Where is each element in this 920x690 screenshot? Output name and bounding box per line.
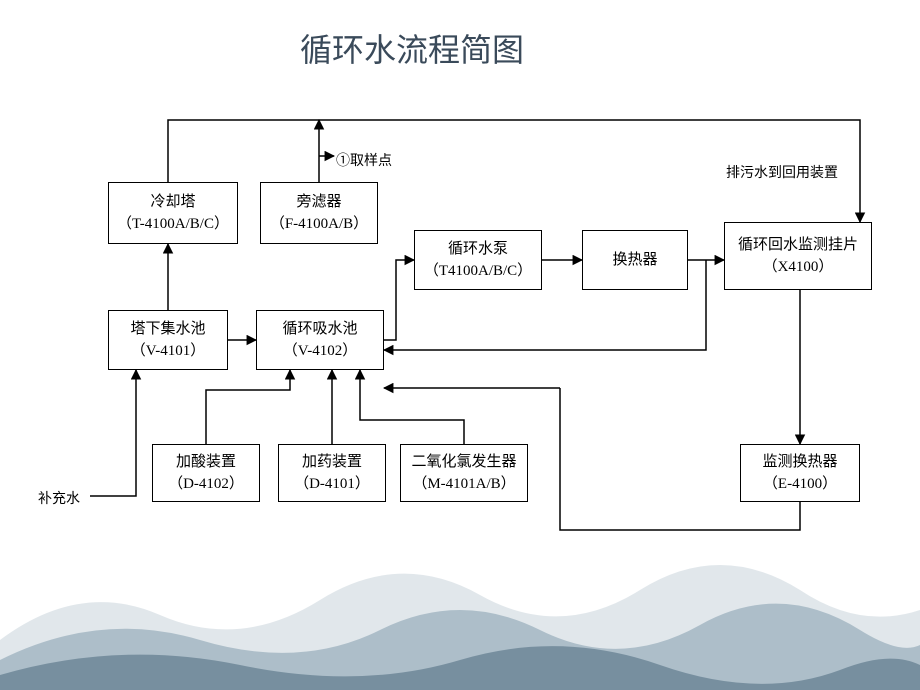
- node-sub: （E-4100）: [763, 473, 837, 496]
- node-sub: （T-4100A/B/C）: [117, 213, 229, 236]
- node-side-filter: 旁滤器 （F-4100A/B）: [260, 182, 378, 244]
- node-label: 加药装置: [302, 451, 362, 474]
- node-label: 塔下集水池: [130, 318, 205, 341]
- node-label: 换热器: [612, 249, 657, 272]
- node-basin1: 塔下集水池 （V-4101）: [108, 310, 228, 370]
- node-sub: （D-4101）: [294, 473, 370, 496]
- node-label: 加酸装置: [176, 451, 236, 474]
- node-clo2-gen: 二氧化氯发生器 （M-4101A/B）: [400, 444, 528, 502]
- node-acid-dosing: 加酸装置 （D-4102）: [152, 444, 260, 502]
- diagram-title: 循环水流程简图: [300, 25, 524, 71]
- node-chem-dosing: 加药装置 （D-4101）: [278, 444, 386, 502]
- node-sub: （V-4102）: [283, 340, 357, 363]
- node-sub: （M-4101A/B）: [412, 473, 515, 496]
- node-sub: （T4100A/B/C）: [424, 260, 532, 283]
- node-sub: （D-4102）: [168, 473, 244, 496]
- node-monitor-hx: 监测换热器 （E-4100）: [740, 444, 860, 502]
- node-sub: （X4100）: [763, 256, 834, 279]
- node-coupon-monitor: 循环回水监测挂片 （X4100）: [724, 222, 872, 290]
- node-label: 循环水泵: [448, 238, 508, 261]
- node-label: 循环回水监测挂片: [738, 234, 858, 257]
- node-label: 旁滤器: [296, 191, 341, 214]
- node-sub: （F-4100A/B）: [270, 213, 368, 236]
- node-basin2: 循环吸水池 （V-4102）: [256, 310, 384, 370]
- node-sub: （V-4101）: [131, 340, 205, 363]
- label-makeup-water: 补充水: [38, 488, 80, 508]
- node-label: 监测换热器: [762, 451, 837, 474]
- node-heat-exchanger: 换热器: [582, 230, 688, 290]
- node-label: 循环吸水池: [282, 318, 357, 341]
- node-cooling-tower: 冷却塔 （T-4100A/B/C）: [108, 182, 238, 244]
- node-label: 冷却塔: [150, 191, 195, 214]
- label-sample-point: ①取样点: [336, 150, 392, 170]
- node-circ-pump: 循环水泵 （T4100A/B/C）: [414, 230, 542, 290]
- node-label: 二氧化氯发生器: [411, 451, 516, 474]
- label-drain: 排污水到回用装置: [726, 162, 838, 182]
